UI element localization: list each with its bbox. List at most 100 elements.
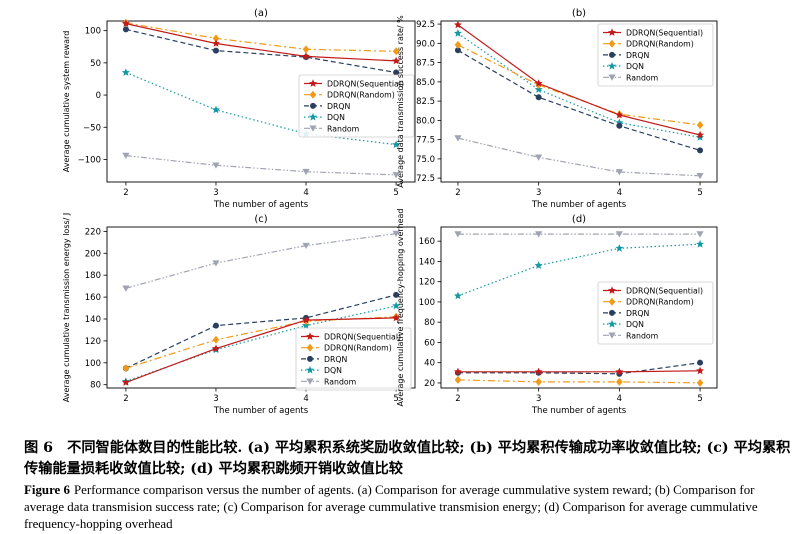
x-tick-label: 4 (617, 188, 622, 198)
series-line (125, 71, 397, 146)
y-axis-label: Average cumulative transmission energy l… (62, 213, 71, 403)
data-point (212, 162, 220, 169)
y-tick-label: 100 (85, 27, 101, 37)
data-point (696, 120, 704, 129)
data-point (212, 47, 219, 54)
legend-marker (306, 332, 314, 340)
series-line (457, 243, 701, 297)
y-tick-label: 40 (424, 359, 435, 369)
legend-label: Random (327, 124, 359, 133)
series-line (457, 44, 701, 126)
legend-label: DQN (626, 320, 644, 329)
legend-marker (608, 286, 616, 294)
x-axis-label: The number of agents (213, 200, 309, 210)
data-point (696, 378, 704, 387)
y-tick-label: 160 (419, 237, 435, 247)
data-point (122, 285, 130, 292)
legend-label: DDRQN(Random) (327, 91, 395, 100)
data-point (615, 244, 624, 252)
data-point (212, 39, 220, 47)
legend-marker (306, 365, 314, 374)
y-tick-label: −100 (78, 155, 101, 165)
y-tick-label: 50 (90, 59, 101, 69)
data-point (534, 367, 543, 376)
y-tick-label: −50 (83, 123, 101, 133)
x-tick-label: 3 (536, 394, 541, 404)
x-axis-label: The number of agents (213, 406, 309, 416)
series-random (454, 231, 704, 238)
panel-a: (a) 2 3 4 5 −100 −50 0 50 100 The number of agents… (62, 8, 416, 210)
data-point (696, 366, 704, 375)
y-tick-label: 85.0 (416, 78, 435, 88)
data-point (121, 378, 130, 386)
legend-label: DDRQN(Sequential) (327, 80, 404, 89)
series-random (122, 230, 400, 292)
series-ddrqnsequential (121, 19, 401, 65)
legend-label: DQN (327, 113, 345, 122)
data-point (392, 313, 401, 322)
data-point (122, 152, 130, 159)
data-point (392, 140, 401, 148)
legend-label: DRQN (327, 102, 351, 111)
data-point (121, 19, 130, 27)
legend-label: DDRQN(Sequential) (626, 29, 703, 38)
series-ddrqnsequential (454, 366, 704, 376)
y-axis-label: Average data transmission success rate/ … (396, 15, 405, 188)
x-tick-label: 3 (536, 188, 541, 198)
data-point (534, 85, 543, 93)
y-tick-label: 92.5 (416, 20, 435, 30)
x-tick-label: 4 (303, 394, 308, 404)
series-line (457, 32, 701, 138)
y-tick-label: 90.0 (416, 39, 435, 49)
legend-marker (608, 28, 616, 36)
data-point (696, 130, 704, 139)
y-tick-label: 20 (424, 379, 435, 389)
data-point (696, 240, 704, 248)
data-point (302, 321, 310, 329)
panel-title: (a) (254, 8, 268, 19)
y-tick-label: 120 (419, 278, 435, 288)
y-tick-label: 87.5 (416, 59, 435, 69)
y-tick-label: 100 (419, 298, 435, 308)
series-random (454, 135, 704, 180)
x-tick-label: 2 (123, 188, 128, 198)
legend-label: DQN (324, 366, 342, 375)
legend-box (298, 74, 415, 138)
y-axis-label: Average cumulative frequency-hopping ove… (396, 209, 405, 407)
legend: DDRQN(Sequential) DDRQN(Random) DRQN DQN Ran… (298, 74, 415, 138)
legend-marker (608, 332, 616, 339)
legend: DDRQN(Sequential) DDRQN(Random) DRQN DQN Ran… (597, 23, 714, 87)
y-tick-label: 160 (85, 293, 101, 303)
series-ddrqnsequential (454, 20, 704, 139)
caption-figure-label: Figure 6 (24, 483, 70, 497)
plot-frame (106, 226, 416, 389)
caption-chinese: 图 6 不同智能体数目的性能比较. (a) 平均累积系统奖励收敛值比较; (b)… (24, 440, 791, 477)
y-tick-label: 100 (85, 359, 101, 369)
series-line (125, 155, 397, 176)
legend-box (597, 23, 714, 87)
series-drqn (122, 26, 400, 76)
data-point (302, 242, 310, 250)
legend-label: Random (324, 377, 356, 386)
data-point (392, 56, 401, 65)
data-point (212, 344, 220, 352)
legend-label: DDRQN(Sequential) (324, 333, 401, 342)
legend-marker (306, 343, 314, 352)
panel-d: (d) 2 3 4 5 20 40 60 80 100 120 140 160 The number of… (396, 209, 718, 416)
x-axis-label: The number of agents (531, 200, 627, 210)
data-point (122, 26, 129, 33)
legend-marker (307, 355, 313, 362)
data-point (212, 105, 220, 114)
legend-label: Random (626, 331, 658, 340)
y-tick-label: 0 (96, 91, 101, 101)
series-line (125, 28, 397, 74)
series-drqn (454, 47, 704, 154)
data-point (616, 122, 623, 129)
data-point (697, 359, 704, 366)
y-tick-label: 80.0 (416, 116, 435, 126)
y-axis-label: Average cumulative system reward (62, 31, 71, 173)
data-point (121, 68, 130, 76)
panel-b: (b) 2 3 4 5 72.5 75.0 77.5 80.0 82.5 85.0 87.5 90.0 9… (396, 8, 718, 210)
legend-marker (608, 74, 616, 81)
y-tick-label: 80 (90, 381, 101, 391)
